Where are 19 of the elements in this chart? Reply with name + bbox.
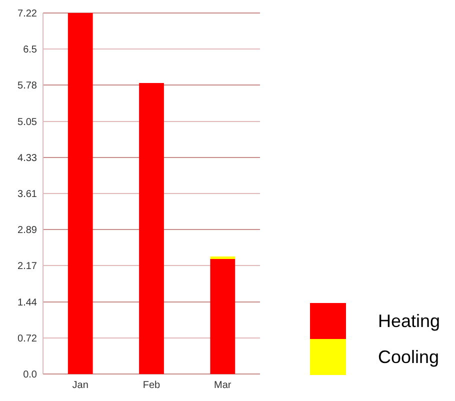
y-tick-label: 5.78 [18, 80, 38, 92]
y-tick-label: 6.5 [23, 44, 38, 56]
y-tick-label: 4.33 [18, 153, 38, 164]
y-tick-label: 2.17 [18, 261, 38, 272]
x-tick-label: Jan [72, 380, 88, 391]
y-tick-label: 5.05 [18, 117, 38, 128]
bar [139, 83, 164, 374]
y-tick-label: 7.22 [18, 8, 38, 20]
bar [210, 259, 236, 374]
y-tick-label: 1.44 [18, 298, 38, 308]
x-tick-label: Feb [142, 380, 161, 391]
x-tick-label: Mar [214, 380, 232, 391]
y-tick-label: 0.72 [18, 334, 38, 344]
legend-label: Heating [378, 311, 440, 331]
bar [68, 13, 93, 374]
y-tick-label: 2.89 [18, 225, 38, 236]
y-tick-label: 3.61 [18, 189, 38, 200]
y-tick-label: 0.0 [23, 370, 38, 380]
legend-label: Cooling [378, 347, 440, 367]
